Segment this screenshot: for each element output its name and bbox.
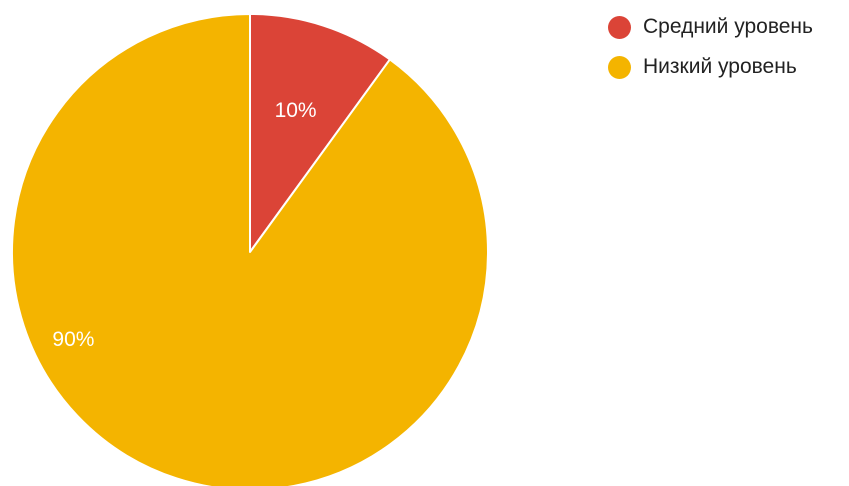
legend: Средний уровень Низкий уровень (608, 12, 813, 92)
legend-swatch-medium (608, 15, 631, 39)
legend-label-low: Низкий уровень (643, 55, 797, 78)
pie-slice-label-0: 10% (275, 99, 317, 122)
pie-slice-label-1: 90% (52, 328, 94, 351)
legend-swatch-low (608, 55, 631, 79)
legend-item-medium[interactable]: Средний уровень (608, 12, 813, 42)
pie-slice-1[interactable] (11, 13, 489, 486)
pie-chart: 10% 90% (11, 13, 489, 486)
legend-label-medium: Средний уровень (643, 15, 813, 38)
legend-item-low[interactable]: Низкий уровень (608, 52, 813, 82)
pie-slice-0[interactable] (249, 13, 391, 253)
